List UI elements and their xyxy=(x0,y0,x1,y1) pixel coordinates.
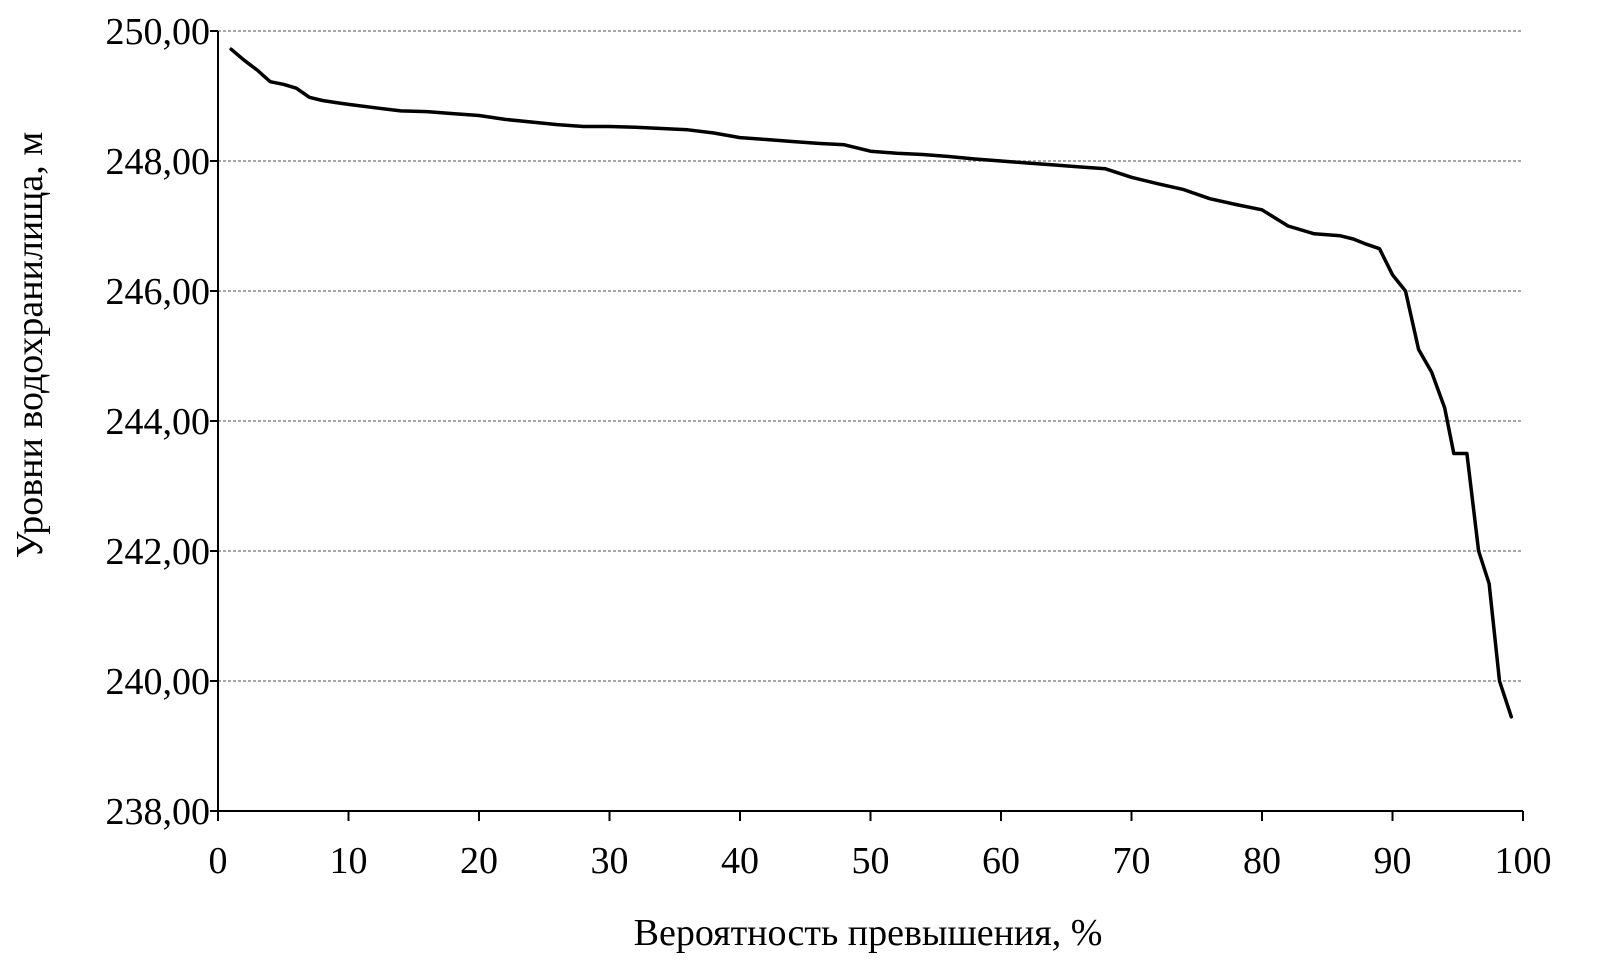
series-line xyxy=(229,47,1514,719)
axes xyxy=(210,30,1524,821)
x-tick-label: 80 xyxy=(1243,840,1281,882)
y-tick-label: 238,00 xyxy=(106,791,211,833)
y-tick-label: 244,00 xyxy=(106,401,211,443)
y-tick-label: 250,00 xyxy=(106,11,211,53)
y-tick-label: 242,00 xyxy=(106,531,211,573)
x-tick-labels: 0 10 20 30 40 50 60 70 80 90 100 xyxy=(209,840,1552,882)
x-tick-label: 30 xyxy=(591,840,629,882)
x-tick-label: 10 xyxy=(330,840,368,882)
x-tick-label: 100 xyxy=(1495,840,1552,882)
x-tick-label: 0 xyxy=(209,840,228,882)
x-axis-title: Вероятность превышения, % xyxy=(634,912,1103,954)
y-tick-label: 240,00 xyxy=(106,661,211,703)
x-tick-label: 20 xyxy=(460,840,498,882)
y-tick-label: 248,00 xyxy=(106,141,211,183)
x-tick-label: 90 xyxy=(1374,840,1412,882)
y-tick-label: 246,00 xyxy=(106,271,211,313)
x-tick-label: 60 xyxy=(982,840,1020,882)
data-series xyxy=(229,47,1514,719)
y-tick-labels: 238,00 240,00 242,00 244,00 246,00 248,00 250,… xyxy=(106,11,211,833)
x-tick-label: 50 xyxy=(852,840,890,882)
gridlines xyxy=(218,30,1523,682)
x-tick-label: 40 xyxy=(721,840,759,882)
y-axis-title: Уровни водохранилища, м xyxy=(9,132,51,559)
x-tick-label: 70 xyxy=(1113,840,1151,882)
